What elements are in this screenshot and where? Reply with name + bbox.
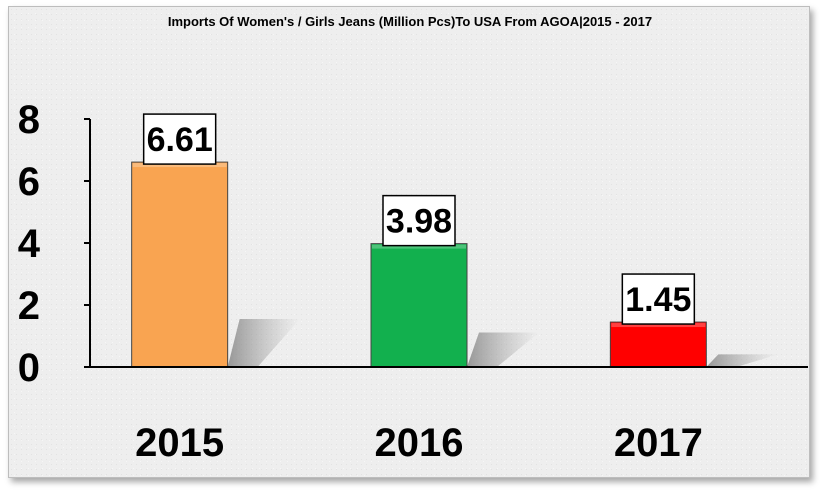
bar-2015 (131, 161, 229, 368)
bar-highlight (132, 163, 227, 168)
bar-2016 (370, 243, 468, 368)
data-label: 6.61 (147, 121, 213, 159)
y-tick-label: 2 (18, 284, 40, 328)
y-tick-label: 6 (18, 160, 40, 204)
data-label-box (142, 113, 217, 165)
x-category-label: 2017 (614, 421, 703, 465)
bar-highlight (372, 244, 466, 249)
x-category-label: 2015 (135, 421, 224, 465)
y-tick-label: 8 (18, 98, 40, 142)
bar-2017 (609, 321, 707, 368)
bar-shadow (706, 354, 779, 367)
y-tick-label: 4 (18, 222, 41, 266)
bar-highlight (611, 323, 706, 328)
data-label: 3.98 (386, 203, 452, 241)
data-label: 1.45 (625, 281, 691, 319)
chart-title: Imports Of Women's / Girls Jeans (Millio… (168, 14, 652, 29)
x-category-label: 2016 (375, 421, 464, 465)
bar-shadow (467, 332, 539, 367)
data-label-box (382, 194, 456, 247)
y-tick-label: 0 (18, 346, 40, 390)
data-label-box (621, 273, 696, 325)
bar-shadow (227, 319, 300, 367)
